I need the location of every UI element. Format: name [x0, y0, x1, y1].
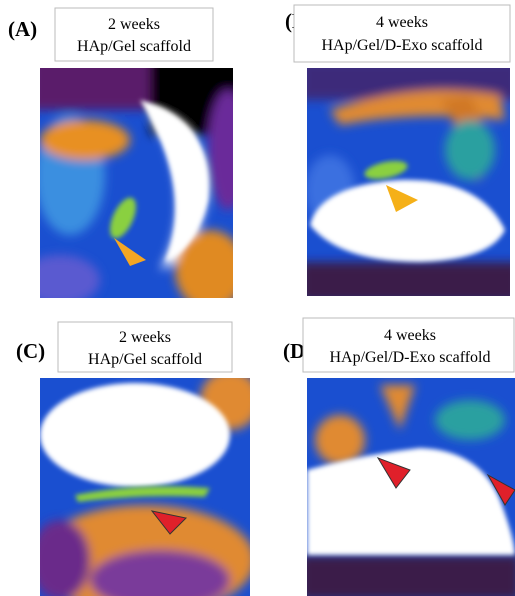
- caption: HAp/Gel scaffold: [77, 38, 191, 55]
- caption: 2 weeks: [108, 16, 160, 33]
- panel-label: (A): [8, 17, 37, 41]
- image-d: [300, 378, 515, 596]
- figure: (A) 2 weeks HAp/Gel scaffold (B) 4 weeks…: [0, 0, 515, 596]
- caption: 2 weeks: [119, 329, 171, 346]
- panel-label: (C): [16, 339, 45, 363]
- image-b: [300, 60, 515, 302]
- image-c: [30, 370, 260, 596]
- caption: HAp/Gel/D-Exo scaffold: [330, 349, 491, 366]
- caption: 4 weeks: [376, 14, 428, 31]
- image-a: [20, 55, 250, 310]
- caption: 4 weeks: [384, 327, 436, 344]
- caption: HAp/Gel scaffold: [88, 351, 202, 368]
- caption: HAp/Gel/D-Exo scaffold: [322, 37, 483, 54]
